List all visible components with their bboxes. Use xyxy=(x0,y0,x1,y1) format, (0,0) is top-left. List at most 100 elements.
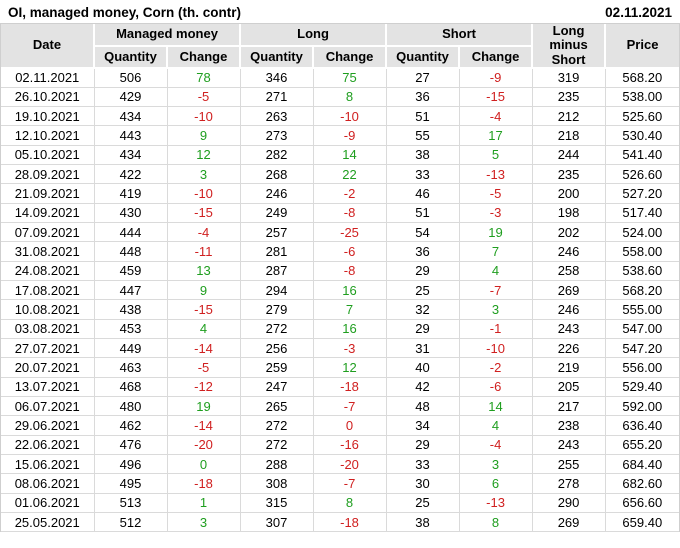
long-change-cell: 8 xyxy=(312,86,387,108)
date-cell: 06.07.2021 xyxy=(1,395,95,417)
short-quantity-cell: 34 xyxy=(385,415,460,436)
long-quantity-cell: 272 xyxy=(239,415,314,436)
date-cell: 05.10.2021 xyxy=(1,144,95,166)
long-change-cell: -16 xyxy=(312,434,387,455)
price-cell: 541.40 xyxy=(604,144,680,166)
long-quantity-cell: 247 xyxy=(239,376,314,397)
table-row: 22.06.2021 476 -20 272 -16 29 -4 243 655.20 xyxy=(1,434,680,455)
mm-change-cell: -10 xyxy=(166,183,241,204)
short-change-cell: -10 xyxy=(458,337,533,359)
long-quantity-cell: 308 xyxy=(239,473,314,494)
price-cell: 555.00 xyxy=(604,299,680,320)
short-change-cell: -1 xyxy=(458,318,533,339)
long-quantity-cell: 246 xyxy=(239,183,314,204)
long-minus-short-cell: 258 xyxy=(531,260,606,282)
mm-change-cell: -11 xyxy=(166,241,241,262)
long-minus-short-cell: 238 xyxy=(531,415,606,436)
col-header-short-change: Change xyxy=(458,44,533,69)
long-minus-short-cell: 269 xyxy=(531,511,606,533)
long-minus-short-cell: 319 xyxy=(531,67,606,88)
table-row: 06.07.2021 480 19 265 -7 48 14 217 592.00 xyxy=(1,395,680,417)
table-row: 05.10.2021 434 12 282 14 38 5 244 541.40 xyxy=(1,144,680,166)
table-body: 02.11.2021 506 78 346 75 27 -9 319 568.20 26.10.2… xyxy=(1,67,680,533)
table-row: 27.07.2021 449 -14 256 -3 31 -10 226 547.20 xyxy=(1,337,680,359)
short-change-cell: 4 xyxy=(458,415,533,436)
price-cell: 538.00 xyxy=(604,86,680,108)
short-change-cell: 4 xyxy=(458,260,533,282)
table-row: 01.06.2021 513 1 315 8 25 -13 290 656.60 xyxy=(1,492,680,513)
table-row: 03.08.2021 453 4 272 16 29 -1 243 547.00 xyxy=(1,318,680,339)
long-quantity-cell: 265 xyxy=(239,395,314,417)
long-minus-short-cell: 198 xyxy=(531,202,606,224)
price-cell: 655.20 xyxy=(604,434,680,455)
long-change-cell: 7 xyxy=(312,299,387,320)
long-quantity-cell: 256 xyxy=(239,337,314,359)
long-minus-short-cell: 246 xyxy=(531,241,606,262)
short-quantity-cell: 29 xyxy=(385,318,460,339)
mm-quantity-cell: 476 xyxy=(93,434,168,455)
price-cell: 659.40 xyxy=(604,511,680,533)
short-quantity-cell: 29 xyxy=(385,434,460,455)
long-quantity-cell: 307 xyxy=(239,511,314,533)
mm-change-cell: -10 xyxy=(166,106,241,127)
mm-change-cell: 78 xyxy=(166,67,241,88)
long-change-cell: -8 xyxy=(312,202,387,224)
long-change-cell: 12 xyxy=(312,357,387,378)
short-change-cell: -3 xyxy=(458,202,533,224)
long-quantity-cell: 288 xyxy=(239,453,314,475)
long-change-cell: -18 xyxy=(312,511,387,533)
long-change-cell: -6 xyxy=(312,241,387,262)
short-quantity-cell: 25 xyxy=(385,279,460,301)
mm-quantity-cell: 434 xyxy=(93,144,168,166)
short-quantity-cell: 38 xyxy=(385,144,460,166)
date-cell: 03.08.2021 xyxy=(1,318,95,339)
table-row: 31.08.2021 448 -11 281 -6 36 7 246 558.00 xyxy=(1,241,680,262)
date-cell: 10.08.2021 xyxy=(1,299,95,320)
short-change-cell: -4 xyxy=(458,106,533,127)
long-quantity-cell: 263 xyxy=(239,106,314,127)
table-row: 13.07.2021 468 -12 247 -18 42 -6 205 529.40 xyxy=(1,376,680,397)
long-change-cell: 14 xyxy=(312,144,387,166)
col-header-long-change: Change xyxy=(312,44,388,69)
long-quantity-cell: 294 xyxy=(239,279,314,301)
long-change-cell: 16 xyxy=(312,318,387,339)
short-quantity-cell: 51 xyxy=(385,106,460,127)
long-quantity-cell: 273 xyxy=(239,125,314,146)
price-cell: 558.00 xyxy=(604,241,680,262)
report-table: Date Managed money Long Short Long minus… xyxy=(1,23,680,533)
long-quantity-cell: 259 xyxy=(239,357,314,378)
report-table-wrapper: Date Managed money Long Short Long minus… xyxy=(0,23,680,533)
date-cell: 14.09.2021 xyxy=(1,202,95,224)
table-row: 25.05.2021 512 3 307 -18 38 8 269 659.40 xyxy=(1,511,680,533)
date-cell: 17.08.2021 xyxy=(1,279,95,301)
long-change-cell: -2 xyxy=(312,183,387,204)
long-minus-short-cell: 243 xyxy=(531,318,606,339)
long-change-cell: 0 xyxy=(312,415,387,436)
long-minus-short-cell: 218 xyxy=(531,125,606,146)
table-row: 07.09.2021 444 -4 257 -25 54 19 202 524.00 xyxy=(1,222,680,243)
long-minus-short-cell: 235 xyxy=(531,86,606,108)
date-cell: 13.07.2021 xyxy=(1,376,95,397)
short-quantity-cell: 29 xyxy=(385,260,460,282)
date-cell: 28.09.2021 xyxy=(1,164,95,185)
short-change-cell: -5 xyxy=(458,183,533,204)
price-cell: 682.60 xyxy=(604,473,680,494)
date-cell: 01.06.2021 xyxy=(1,492,95,513)
mm-quantity-cell: 453 xyxy=(93,318,168,339)
price-cell: 525.60 xyxy=(604,106,680,127)
table-row: 28.09.2021 422 3 268 22 33 -13 235 526.60 xyxy=(1,164,680,185)
date-cell: 31.08.2021 xyxy=(1,241,95,262)
short-change-cell: 14 xyxy=(458,395,533,417)
price-cell: 524.00 xyxy=(604,222,680,243)
date-cell: 02.11.2021 xyxy=(1,67,95,88)
mm-quantity-cell: 496 xyxy=(93,453,168,475)
mm-quantity-cell: 429 xyxy=(93,86,168,108)
short-quantity-cell: 54 xyxy=(385,222,460,243)
page-title: OI, managed money, Corn (th. contr) xyxy=(8,5,242,20)
long-change-cell: -7 xyxy=(312,395,387,417)
long-minus-short-cell: 290 xyxy=(531,492,606,513)
mm-change-cell: -5 xyxy=(166,86,241,108)
table-row: 26.10.2021 429 -5 271 8 36 -15 235 538.00 xyxy=(1,86,680,108)
mm-change-cell: -15 xyxy=(166,202,241,224)
long-minus-short-cell: 212 xyxy=(531,106,606,127)
